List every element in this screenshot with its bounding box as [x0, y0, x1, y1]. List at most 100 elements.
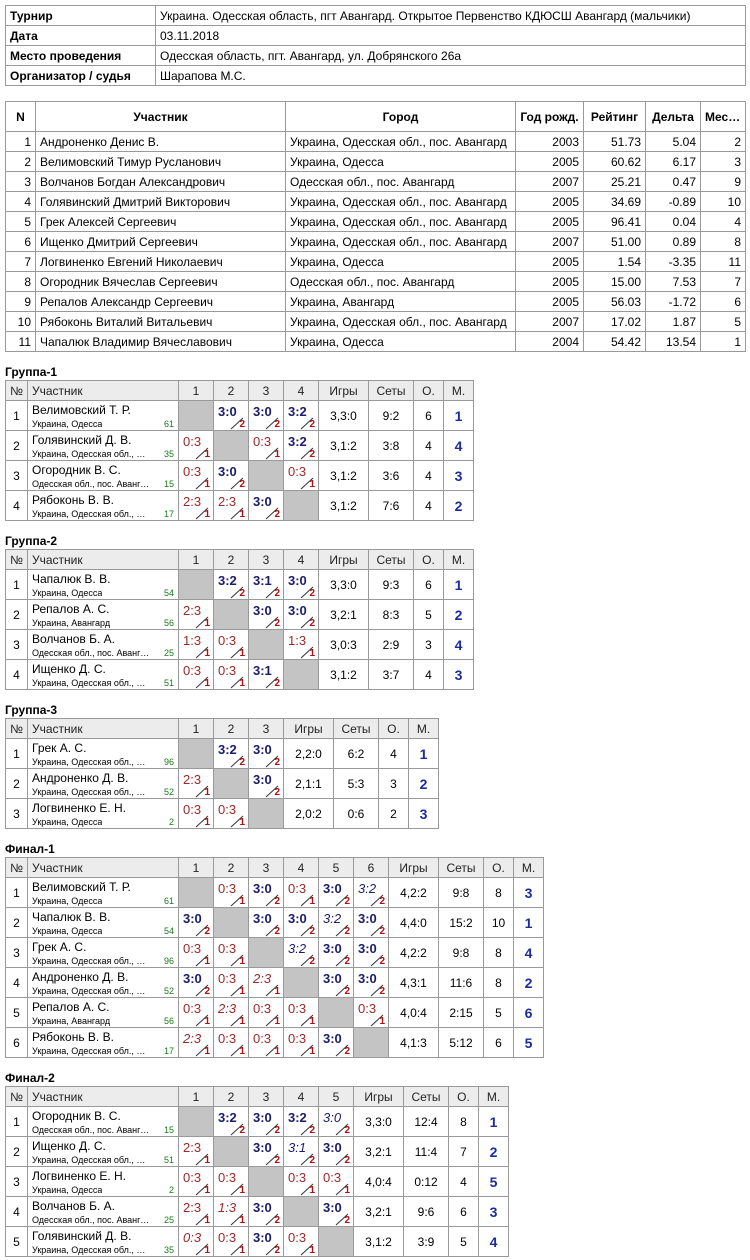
- score: 3:0: [288, 911, 307, 926]
- score-cell: 2:3 1: [178, 1136, 214, 1167]
- diagonal-cell: [248, 1166, 284, 1197]
- score-cell: 2:3 1: [178, 1196, 214, 1227]
- score-points: 1: [239, 1046, 245, 1057]
- row-number: 2: [5, 768, 28, 799]
- player-rating: 51: [163, 1155, 174, 1165]
- sets: 2:9: [368, 629, 414, 660]
- player-rating: 61: [163, 896, 174, 906]
- player-city: Украина, Одесса: [32, 588, 103, 598]
- slash: [335, 1123, 349, 1136]
- score-points: 1: [274, 1046, 280, 1057]
- slash: [265, 1044, 279, 1057]
- score: 3:0: [323, 881, 342, 896]
- slash-line: [265, 785, 279, 798]
- score: 0:3: [183, 434, 202, 449]
- score: 3:2: [288, 434, 307, 449]
- participant-cell: Одесская обл., пос. Авангард: [285, 171, 516, 192]
- games: 2,1:1: [283, 768, 334, 799]
- score-cell: 0:3 1: [283, 997, 319, 1028]
- score-cell: 3:2 2: [283, 1106, 319, 1137]
- player-rating: 17: [163, 509, 174, 519]
- slash: [265, 785, 279, 798]
- score: 3:0: [253, 911, 272, 926]
- player-cell: Грек А. С. Украина, Одесская обл., пос. А…: [27, 937, 179, 968]
- games: 2,0:2: [283, 798, 334, 829]
- group-row: 6 Рябоконь В. В. Украина, Одесская обл., п…: [5, 1027, 544, 1058]
- group-row: 4 Андроненко Д. В. Украина, Одесская обл.,…: [5, 967, 544, 998]
- player-city: Одесская обл., пос. Авангард: [32, 1125, 150, 1135]
- score-points: 1: [204, 1245, 210, 1256]
- score-points: 2: [344, 896, 350, 907]
- score: 2:3: [183, 1140, 202, 1155]
- score-points: 1: [239, 986, 245, 997]
- score-points: 2: [309, 1125, 315, 1136]
- score-points: 2: [379, 926, 385, 937]
- player-city: Украина, Одесская обл., пос. Авангард: [32, 1155, 150, 1165]
- score-points: 1: [239, 1016, 245, 1027]
- slash: [195, 1213, 209, 1226]
- slash: [265, 755, 279, 768]
- player-city: Украина, Одесса: [32, 926, 103, 936]
- player-city: Украина, Одесская обл., пос. Авангард: [32, 449, 150, 459]
- score-cell: 3:0 2: [318, 1027, 354, 1058]
- player-cell: Андроненко Д. В. Украина, Одесская обл., …: [27, 967, 179, 998]
- slash-line: [195, 815, 209, 828]
- slash: [195, 477, 209, 490]
- slash-line: [300, 954, 314, 967]
- slash-line: [300, 1123, 314, 1136]
- games: 2,2:0: [283, 738, 334, 769]
- participant-cell: 8: [5, 271, 36, 292]
- score: 3:0: [358, 971, 377, 986]
- points: 7: [448, 1136, 479, 1167]
- place: 3: [443, 659, 474, 690]
- group-row: 3 Огородник В. С. Одесская обл., пос. Аван…: [5, 460, 474, 491]
- player-name: Ищенко Д. С.: [32, 1139, 106, 1153]
- score-cell: 3:1 2: [248, 659, 284, 690]
- score-points: 1: [344, 1185, 350, 1196]
- player-rating: 96: [163, 757, 174, 767]
- diagonal-cell: [318, 1226, 354, 1257]
- player-city: Украина, Одесса: [32, 1185, 103, 1195]
- score-points: 1: [204, 678, 210, 689]
- place: 5: [478, 1166, 509, 1197]
- participant-cell: 4: [5, 191, 36, 212]
- slash: [230, 1014, 244, 1027]
- group-row: 3 Грек А. С. Украина, Одесская обл., пос. …: [5, 937, 544, 968]
- player-name: Велимовский Т. Р.: [32, 880, 131, 894]
- slash: [265, 984, 279, 997]
- info-row: Турнир Украина. Одесская область, пгт Ава…: [5, 5, 746, 26]
- column-header: 3: [248, 549, 284, 570]
- score: 0:3: [218, 941, 237, 956]
- column-header: Год рожд.: [515, 101, 584, 132]
- diagonal-cell: [283, 490, 319, 521]
- score: 3:0: [253, 404, 272, 419]
- player-cell: Логвиненко Е. Н. Украина, Одесса 2: [27, 1166, 179, 1197]
- sets: 3:7: [368, 659, 414, 690]
- score-points: 2: [309, 956, 315, 967]
- player-city: Украина, Одесская обл., пос. Авангард: [32, 1046, 150, 1056]
- score-cell: 2:3 1: [248, 967, 284, 998]
- score-points: 2: [309, 618, 315, 629]
- score: 0:3: [183, 1001, 202, 1016]
- score: 3:0: [253, 1200, 272, 1215]
- score: 3:0: [183, 911, 202, 926]
- slash: [265, 1243, 279, 1256]
- slash-line: [195, 1044, 209, 1057]
- column-header: 1: [178, 549, 214, 570]
- score-points: 1: [309, 896, 315, 907]
- participant-cell: Рябоконь Виталий Витальевич: [35, 311, 286, 332]
- score: 0:3: [183, 1170, 202, 1185]
- games: 4,0:4: [388, 997, 439, 1028]
- score-cell: 2:3 1: [178, 599, 214, 630]
- games: 3,3:0: [353, 1106, 404, 1137]
- player-rating: 52: [163, 787, 174, 797]
- games: 3,1:2: [318, 659, 369, 690]
- slash: [195, 646, 209, 659]
- player-city: Одесская обл., пос. Авангард: [32, 1215, 150, 1225]
- column-header: 2: [213, 549, 249, 570]
- slash: [230, 586, 244, 599]
- participant-cell: 1: [700, 331, 746, 352]
- score: 3:2: [323, 911, 342, 926]
- score: 2:3: [183, 1200, 202, 1215]
- points: 5: [448, 1226, 479, 1257]
